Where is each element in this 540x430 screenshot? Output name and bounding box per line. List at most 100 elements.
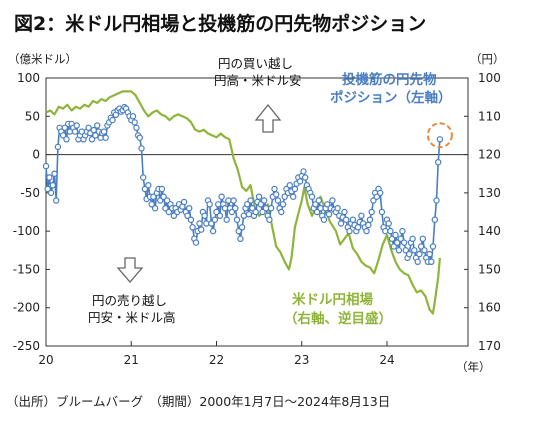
positions-point-70 — [162, 204, 169, 212]
positions-point-88 — [192, 239, 200, 246]
positions-point-201 — [385, 220, 392, 227]
positions-point-114 — [237, 235, 244, 242]
positions-label-line-1: 投機筋の円先物 — [342, 71, 437, 88]
positions-point-158 — [312, 201, 319, 208]
arrow-down-icon — [116, 257, 144, 283]
positions-point-136 — [274, 197, 282, 204]
positions-point-159 — [313, 208, 321, 216]
positions-point-86 — [189, 224, 196, 231]
annotation-sell-line-1: 円の売り越し — [92, 293, 167, 308]
positions-point-106 — [223, 216, 230, 223]
arrow-up-icon — [254, 103, 282, 133]
positions-point-189 — [365, 221, 372, 229]
positions-point-85 — [187, 216, 195, 223]
positions-point-52 — [131, 119, 138, 126]
positions-point-7 — [54, 143, 62, 151]
positions-point-206 — [394, 239, 401, 246]
left-tick-label-2: 0 — [32, 148, 40, 162]
positions-point-62 — [148, 201, 155, 208]
left-axis-ticks: 100 50 0 -50 -100 -150 -200 -250 — [13, 71, 50, 353]
positions-point-134 — [271, 185, 278, 193]
positions-point-96 — [206, 201, 213, 208]
positions-point-1 — [44, 185, 51, 193]
right-tick-label-6: 160 — [478, 301, 501, 315]
positions-point-220 — [417, 243, 425, 250]
right-tick-label-4: 140 — [478, 224, 501, 238]
positions-point-12 — [63, 136, 70, 143]
positions-point-163 — [320, 216, 328, 223]
positions-point-149 — [296, 178, 304, 185]
positions-point-192 — [370, 197, 377, 204]
positions-point-115 — [238, 224, 246, 231]
positions-point-58 — [141, 185, 149, 193]
positions-point-5 — [51, 170, 58, 177]
right-tick-label-2: 120 — [478, 148, 501, 162]
positions-point-139 — [279, 201, 287, 208]
positions-point-138 — [278, 208, 285, 216]
left-tick-label-1: 50 — [25, 109, 40, 123]
positions-point-178 — [346, 227, 353, 235]
positions-point-185 — [358, 212, 365, 219]
positions-point-168 — [329, 197, 336, 204]
plot-frame — [45, 77, 469, 347]
positions-point-55 — [136, 134, 143, 141]
positions-point-0 — [42, 162, 50, 170]
right-tick-label-5: 150 — [478, 262, 501, 276]
positions-point-216 — [411, 247, 418, 254]
positions-point-110 — [230, 197, 237, 204]
positions-point-6 — [53, 197, 60, 204]
positions-point-102 — [216, 212, 224, 219]
positions-point-160 — [315, 197, 322, 204]
chart-title: 図2：米ドル円相場と投機筋の円先物ポジション — [14, 12, 426, 35]
positions-point-27 — [88, 136, 96, 143]
positions-point-227 — [429, 243, 437, 250]
positions-point-4 — [49, 181, 57, 189]
positions-point-199 — [382, 227, 389, 235]
source-note: （出所）ブルームバーグ （期間）2000年1月7日～2024年8月13日 — [6, 394, 390, 409]
positions-point-231 — [436, 136, 444, 143]
positions-point-197 — [378, 208, 386, 216]
x-tick-label-3: 23 — [294, 353, 309, 367]
positions-point-127 — [259, 208, 266, 216]
positions-point-98 — [209, 227, 217, 235]
x-tick-label-4: 24 — [379, 353, 394, 367]
positions-point-230 — [435, 158, 442, 166]
positions-point-111 — [232, 204, 239, 212]
right-axis-ticks: 100 110 120 130 140 150 160 170 — [464, 71, 501, 353]
positions-point-145 — [290, 193, 297, 200]
positions-point-140 — [281, 193, 288, 200]
positions-point-222 — [421, 247, 428, 254]
x-tick-label-1: 21 — [124, 353, 139, 367]
positions-point-219 — [416, 250, 423, 258]
left-tick-label-7: -250 — [13, 339, 40, 353]
positions-point-69 — [160, 193, 167, 200]
positions-point-18 — [73, 122, 80, 129]
positions-point-119 — [245, 211, 253, 218]
left-tick-label-4: -100 — [13, 224, 40, 238]
positions-point-151 — [300, 168, 307, 175]
positions-point-67 — [156, 197, 164, 204]
positions-point-152 — [302, 174, 309, 181]
positions-point-161 — [317, 204, 324, 212]
positions-point-116 — [240, 212, 247, 219]
positions-point-53 — [133, 124, 140, 132]
left-tick-label-3: -50 — [20, 186, 40, 200]
positions-point-75 — [170, 212, 178, 219]
positions-point-34 — [100, 128, 108, 135]
positions-point-60 — [145, 181, 152, 189]
positions-point-118 — [243, 201, 251, 208]
positions-point-91 — [197, 226, 205, 233]
positions-point-71 — [163, 197, 171, 204]
highlight-circle — [426, 122, 453, 149]
positions-point-2 — [46, 174, 53, 181]
positions-point-125 — [255, 193, 263, 200]
positions-markers — [42, 103, 444, 265]
positions-point-203 — [388, 235, 396, 242]
positions-point-90 — [196, 220, 203, 227]
positions-point-204 — [390, 243, 397, 250]
positions-point-121 — [249, 204, 256, 212]
positions-point-123 — [252, 208, 259, 216]
positions-point-93 — [201, 212, 208, 219]
usdjpy-label-line-2: （右軸、逆目盛） — [284, 310, 392, 327]
